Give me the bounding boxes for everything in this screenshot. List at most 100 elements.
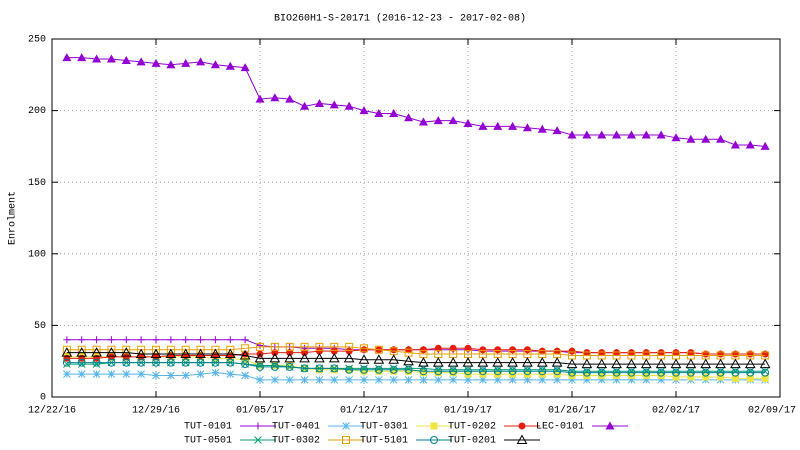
marker — [479, 365, 487, 374]
marker — [509, 370, 517, 378]
marker — [254, 352, 266, 363]
marker — [328, 352, 340, 363]
marker — [196, 370, 205, 378]
marker — [419, 346, 427, 354]
marker — [463, 118, 473, 127]
marker — [493, 121, 503, 130]
marker — [345, 364, 353, 373]
marker — [122, 353, 130, 361]
marker — [627, 368, 636, 377]
marker — [536, 357, 548, 367]
marker — [464, 370, 472, 378]
marker — [152, 371, 160, 380]
marker — [77, 370, 86, 378]
marker — [745, 140, 755, 149]
marker — [642, 349, 650, 357]
marker — [418, 357, 429, 367]
marker — [627, 375, 636, 384]
marker — [538, 347, 546, 355]
marker — [374, 108, 384, 117]
marker — [627, 372, 635, 380]
marker — [315, 364, 324, 373]
marker — [479, 346, 487, 354]
marker — [568, 368, 576, 377]
marker — [553, 365, 561, 374]
marker — [256, 361, 264, 370]
marker — [180, 348, 192, 359]
marker — [330, 366, 338, 374]
marker — [434, 367, 443, 376]
marker — [449, 369, 457, 377]
marker — [657, 372, 665, 380]
marker — [596, 358, 608, 369]
marker — [687, 367, 695, 376]
marker — [433, 116, 443, 125]
legend-label: TUT-0302 — [272, 436, 320, 447]
marker — [670, 358, 682, 369]
marker — [359, 106, 369, 115]
marker — [430, 436, 438, 444]
marker — [612, 367, 621, 376]
marker — [360, 365, 368, 374]
marker — [672, 373, 680, 381]
marker — [464, 367, 472, 376]
marker — [62, 53, 72, 62]
marker — [92, 358, 101, 367]
marker — [93, 336, 101, 344]
marker — [390, 367, 398, 375]
marker — [761, 367, 769, 376]
marker — [285, 362, 294, 371]
marker — [597, 368, 606, 377]
marker — [478, 367, 487, 376]
y-tick-label: 0 — [40, 393, 46, 404]
marker — [166, 345, 175, 354]
marker — [717, 373, 725, 381]
x-tick-label: 12/29/16 — [132, 405, 180, 417]
marker — [152, 345, 160, 354]
marker — [239, 349, 251, 360]
marker — [464, 375, 472, 384]
marker — [77, 360, 86, 368]
marker — [330, 342, 339, 351]
marker — [523, 365, 532, 374]
marker — [226, 370, 235, 378]
marker — [285, 94, 295, 103]
marker — [477, 357, 489, 367]
y-tick-label: 250 — [28, 35, 46, 46]
marker — [657, 375, 665, 384]
marker — [508, 367, 517, 376]
plot-frame — [51, 38, 781, 398]
marker — [493, 367, 502, 376]
marker — [656, 130, 666, 139]
marker — [404, 113, 414, 122]
marker — [430, 422, 438, 430]
marker — [447, 357, 459, 367]
marker — [166, 358, 175, 367]
marker — [508, 121, 518, 130]
marker — [181, 345, 190, 354]
marker — [122, 358, 131, 367]
marker — [671, 133, 681, 142]
marker — [702, 373, 710, 381]
marker — [107, 345, 116, 354]
marker — [642, 375, 651, 384]
marker — [61, 347, 73, 357]
marker — [657, 368, 666, 377]
marker — [508, 365, 517, 374]
marker — [226, 336, 234, 344]
marker — [211, 336, 219, 344]
marker — [613, 372, 621, 380]
marker — [197, 336, 205, 344]
marker — [374, 345, 383, 354]
marker — [434, 369, 442, 377]
marker — [744, 358, 756, 369]
marker — [225, 61, 235, 70]
marker — [388, 354, 400, 364]
marker — [360, 375, 368, 384]
marker — [538, 375, 547, 384]
marker — [300, 342, 309, 351]
marker — [345, 365, 354, 374]
marker — [241, 336, 249, 344]
marker — [478, 121, 488, 130]
marker — [687, 349, 695, 357]
